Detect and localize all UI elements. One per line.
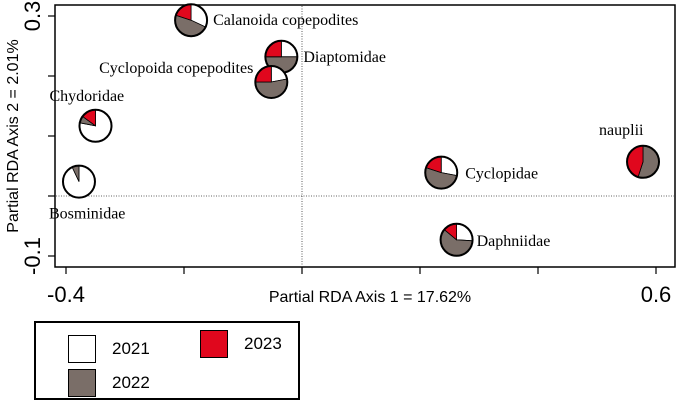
taxon-label: Cyclopidae xyxy=(465,166,538,183)
x-axis-ticks: -0.4 0.6 xyxy=(47,267,671,307)
y-tick-label: 0.3 xyxy=(20,1,45,32)
pie-glyph xyxy=(174,3,209,38)
y-axis-ticks: 0.3 -0.1 xyxy=(20,1,55,275)
x-tick-label: 0.6 xyxy=(641,282,672,307)
legend-item-2021: 2021 xyxy=(68,335,150,363)
pie-glyphs xyxy=(61,3,661,257)
legend-swatch-2023 xyxy=(200,330,228,358)
pie-outline xyxy=(61,164,96,199)
taxon-label: Diaptomidae xyxy=(303,49,386,66)
pie-glyph xyxy=(439,222,474,257)
taxon-label: Cyclopoida copepodites xyxy=(99,60,253,77)
pie-outline xyxy=(424,155,459,190)
pie-outline xyxy=(626,144,661,179)
pie-glyph xyxy=(78,108,113,143)
pie-outline xyxy=(78,108,113,143)
y-axis-title: Partial RDA Axis 2 = 2.01% xyxy=(5,39,22,232)
pie-glyph xyxy=(254,65,289,99)
legend-label-2023: 2023 xyxy=(244,334,282,353)
legend: 2021 2023 2022 xyxy=(34,321,300,400)
taxon-label: nauplii xyxy=(599,122,644,139)
taxon-labels: Calanoida copepodites Diaptomidae Cyclopoi… xyxy=(49,12,644,250)
taxon-label: Bosminidae xyxy=(49,206,125,223)
x-axis-title: Partial RDA Axis 1 = 17.62% xyxy=(269,289,471,306)
legend-item-2022: 2022 xyxy=(68,369,150,397)
legend-swatch-2022 xyxy=(68,369,96,397)
taxon-label: Daphniidae xyxy=(477,233,551,250)
taxon-label: Calanoida copepodites xyxy=(213,12,358,29)
pie-outline xyxy=(174,3,209,38)
legend-label-2022: 2022 xyxy=(112,373,150,392)
legend-item-2023: 2023 xyxy=(200,330,282,358)
pie-outline xyxy=(254,65,289,99)
pie-glyph xyxy=(61,164,96,199)
legend-label-2021: 2021 xyxy=(112,339,150,358)
pie-glyph xyxy=(424,155,459,190)
pie-glyph xyxy=(626,144,661,179)
y-tick-label: -0.1 xyxy=(20,237,45,275)
taxon-label: Chydoridae xyxy=(50,88,125,105)
legend-swatch-2021 xyxy=(68,335,96,363)
plot-area-frame xyxy=(54,4,676,268)
pie-outline xyxy=(439,222,474,257)
x-tick-label: -0.4 xyxy=(47,282,85,307)
